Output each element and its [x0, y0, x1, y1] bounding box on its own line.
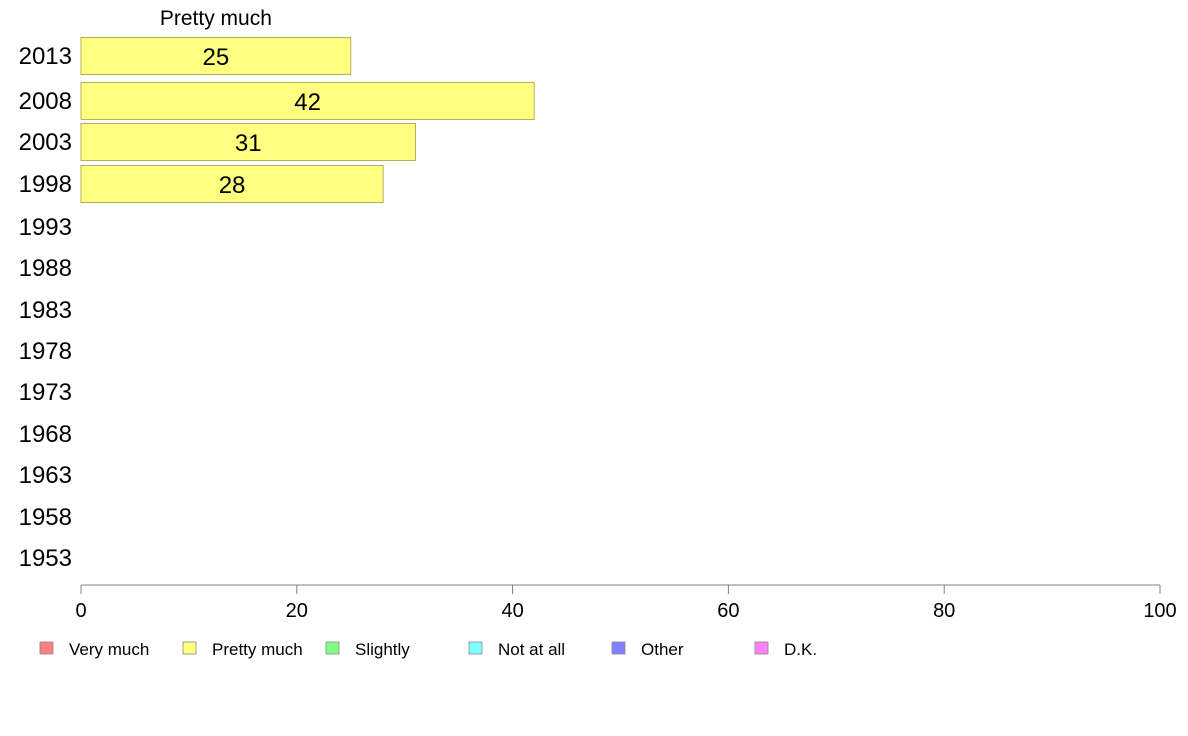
category-label-1958: 1958 [19, 504, 72, 531]
x-tick-label-60: 60 [717, 600, 739, 622]
data-label-1998: 28 [219, 172, 246, 199]
category-labels: 2013 2008 2003 1998 1993 1988 1983 1978 1973 1968… [19, 43, 72, 572]
category-label-2003: 2003 [19, 129, 72, 156]
series-title: Pretty much [160, 7, 272, 30]
bar-1998 [80, 165, 384, 203]
legend-swatch-5 [754, 641, 769, 655]
legend-label-0: Very much [69, 640, 149, 659]
category-label-2008: 2008 [19, 88, 72, 115]
bar-2008 [80, 82, 535, 120]
legend: Very much Pretty much Slightly Not at all Ot… [39, 640, 817, 659]
bar-2003 [80, 123, 416, 161]
x-tick-label-80: 80 [933, 600, 955, 622]
bars-group: 25 42 31 28 [80, 37, 535, 203]
category-label-1968: 1968 [19, 421, 72, 448]
category-label-1963: 1963 [19, 462, 72, 489]
legend-swatch-2 [325, 641, 340, 655]
category-label-1993: 1993 [19, 214, 72, 241]
x-tick-label-0: 0 [75, 600, 86, 622]
x-axis: 0 20 40 60 80 100 [75, 584, 1177, 622]
category-label-1953: 1953 [19, 545, 72, 572]
category-label-2013: 2013 [19, 43, 72, 70]
legend-swatch-1 [182, 641, 197, 655]
data-label-2003: 31 [235, 130, 262, 157]
category-label-1973: 1973 [19, 379, 72, 406]
legend-label-4: Other [641, 640, 684, 659]
category-label-1998: 1998 [19, 171, 72, 198]
x-tick-label-40: 40 [501, 600, 523, 622]
legend-swatch-4 [611, 641, 626, 655]
legend-label-5: D.K. [784, 640, 817, 659]
category-label-1983: 1983 [19, 297, 72, 324]
x-tick-label-20: 20 [286, 600, 308, 622]
legend-label-1: Pretty much [212, 640, 303, 659]
category-label-1978: 1978 [19, 338, 72, 365]
data-label-2013: 25 [203, 44, 230, 71]
bar-2013 [80, 37, 352, 75]
legend-swatch-0 [39, 641, 54, 655]
legend-swatch-3 [468, 641, 483, 655]
legend-label-2: Slightly [355, 640, 410, 659]
category-label-1988: 1988 [19, 255, 72, 282]
data-label-2008: 42 [294, 89, 321, 116]
x-tick-label-100: 100 [1143, 600, 1176, 622]
legend-label-3: Not at all [498, 640, 565, 659]
